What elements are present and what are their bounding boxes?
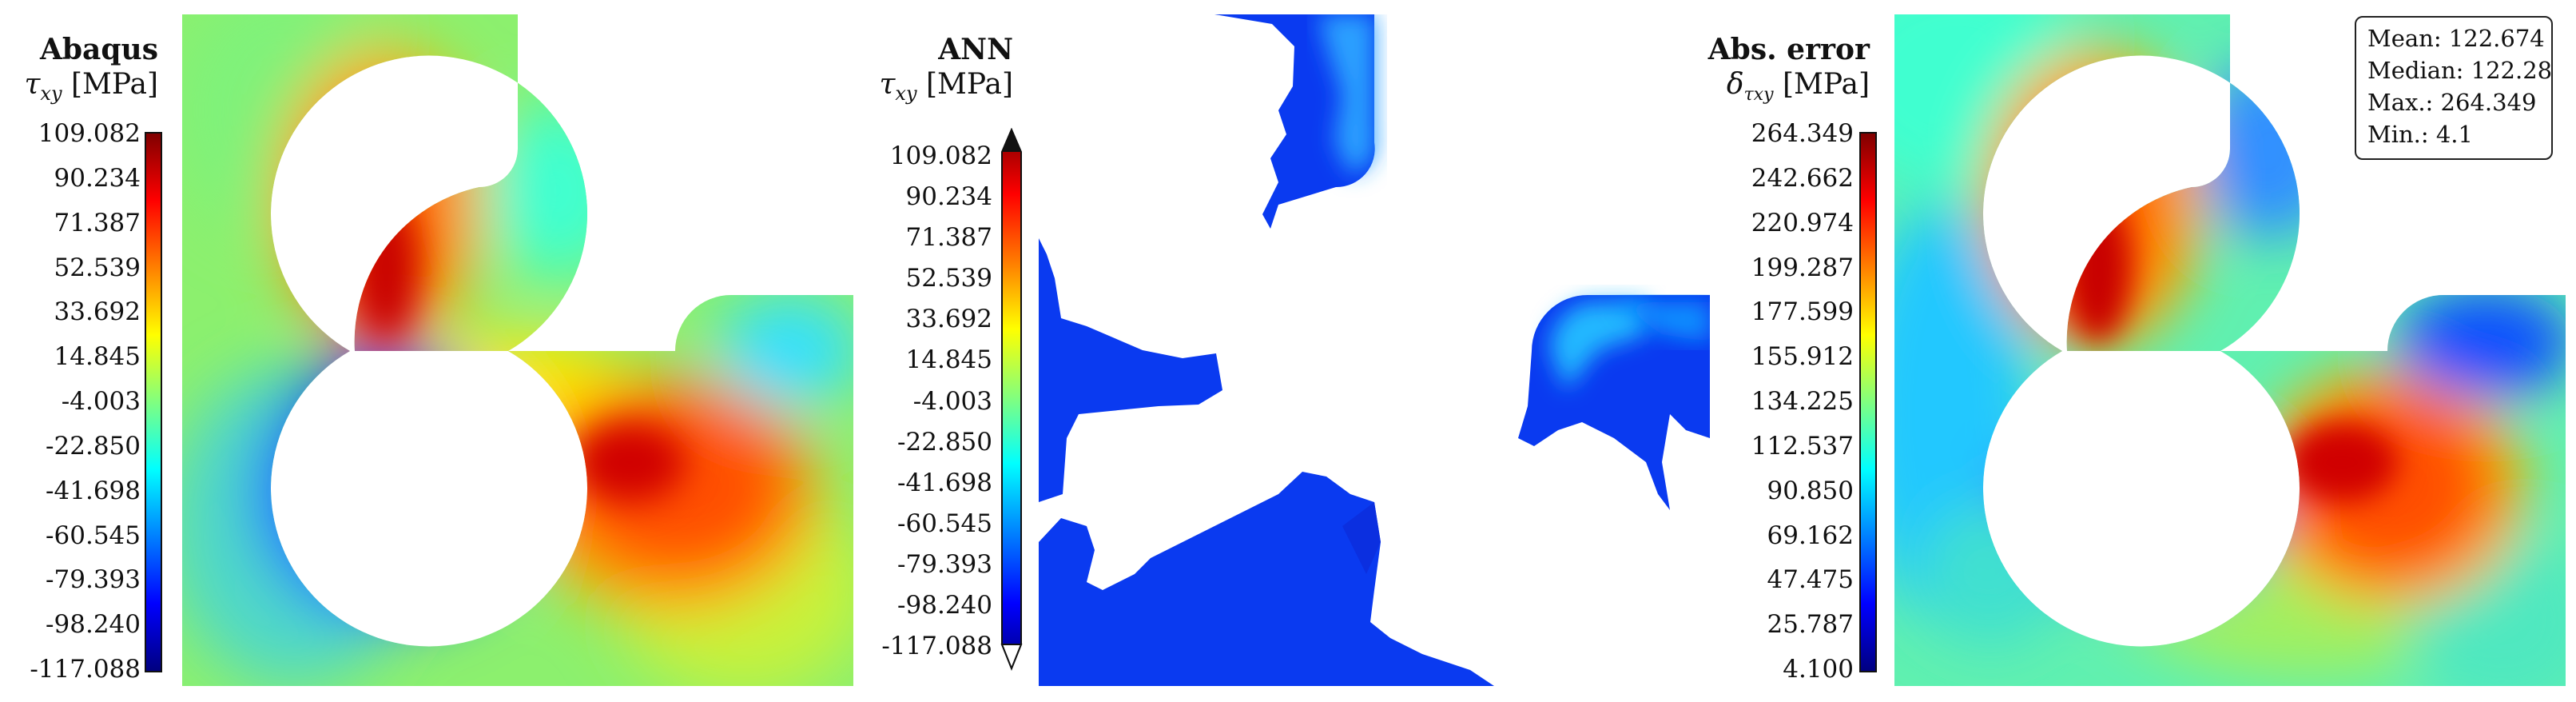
error-title: Abs. error δτxy [MPa] [1646,32,1870,113]
ann-colorbar [1000,128,1023,671]
colorbar-tick-label: 33.692 [54,297,141,327]
stat-mean: Mean: 122.674 [2367,25,2545,52]
error-title-label: Abs. error [1707,33,1870,66]
colorbar-tick-label: 90.234 [905,182,992,212]
colorbar-tick-label: 264.349 [1751,119,1854,148]
colorbar-tick-label: -117.088 [30,655,141,684]
colorbar-tick-label: -41.698 [897,468,992,497]
colorbar-tick-label: 242.662 [1751,163,1854,193]
stat-max: Max.: 264.349 [2367,89,2537,116]
colorbar-tick-label: 90.850 [1767,476,1854,505]
colorbar-tick-label: -4.003 [912,386,992,416]
colorbar-tick-label: 177.599 [1751,297,1854,327]
colorbar-tick-label: 33.692 [905,305,992,334]
colorbar-tick-label: -98.240 [897,590,992,620]
colorbar-tick-label: -22.850 [897,427,992,457]
stat-min: Min.: 4.1 [2367,121,2473,148]
colorbar-tick-label: 52.539 [905,264,992,293]
colorbar-tick-label: 14.845 [905,345,992,375]
colorbar-tick-label: 14.845 [54,342,141,372]
colorbar-tick-label: 69.162 [1767,521,1854,550]
stat-median: Median: 122.28 [2367,57,2553,84]
colorbar-tick-label: 71.387 [905,223,992,253]
ann-contour-plot [1039,14,1710,686]
abaqus-title-label: Abaqus [39,33,158,66]
colorbar-tick-label: 199.287 [1751,253,1854,282]
colorbar-tick-label: -79.393 [897,549,992,579]
colorbar-tick-label: 47.475 [1767,565,1854,595]
colorbar-tick-label: 90.234 [54,163,141,193]
colorbar-tick-label: 112.537 [1751,431,1854,461]
error-colorbar [1859,132,1877,672]
ann-title-label: ANN [938,33,1013,66]
colorbar-tick-label: 52.539 [54,253,141,282]
error-quantity-label: δτxy [MPa] [1726,68,1870,106]
colorbar-tick-label: -22.850 [46,431,141,461]
ann-title: ANN τxy [MPa] [799,32,1014,111]
colorbar-tick-label: 134.225 [1751,387,1854,416]
colorbar-tick-label: 109.082 [38,119,141,148]
colorbar-tick-label: -98.240 [46,610,141,640]
colorbar-tick-label: -79.393 [46,565,141,595]
colorbar-tick-label: -4.003 [61,387,141,416]
colorbar-tick-label: -41.698 [46,476,141,505]
colorbar-tick-label: 155.912 [1751,342,1854,372]
colorbar-tick-label: 4.100 [1783,655,1854,684]
abaqus-contour-plot [182,14,853,686]
error-contour-plot [1894,14,2566,686]
error-stats-box: Mean: 122.674 Median: 122.28 Max.: 264.3… [2355,16,2553,160]
ann-quantity-label: τxy [MPa] [879,68,1014,106]
colorbar-tick-label: -117.088 [881,632,992,660]
colorbar-tick-label: 109.082 [889,142,992,170]
colorbar-tick-label: -60.545 [897,509,992,538]
abaqus-title: Abaqus τxy [MPa] [0,32,159,111]
colorbar-tick-label: 71.387 [54,208,141,237]
colorbar-tick-label: 220.974 [1751,208,1854,237]
colorbar-tick-label: 25.787 [1767,610,1854,640]
abaqus-quantity-label: τxy [MPa] [24,68,159,106]
colorbar-tick-label: -60.545 [46,521,141,550]
abaqus-colorbar [145,132,162,672]
